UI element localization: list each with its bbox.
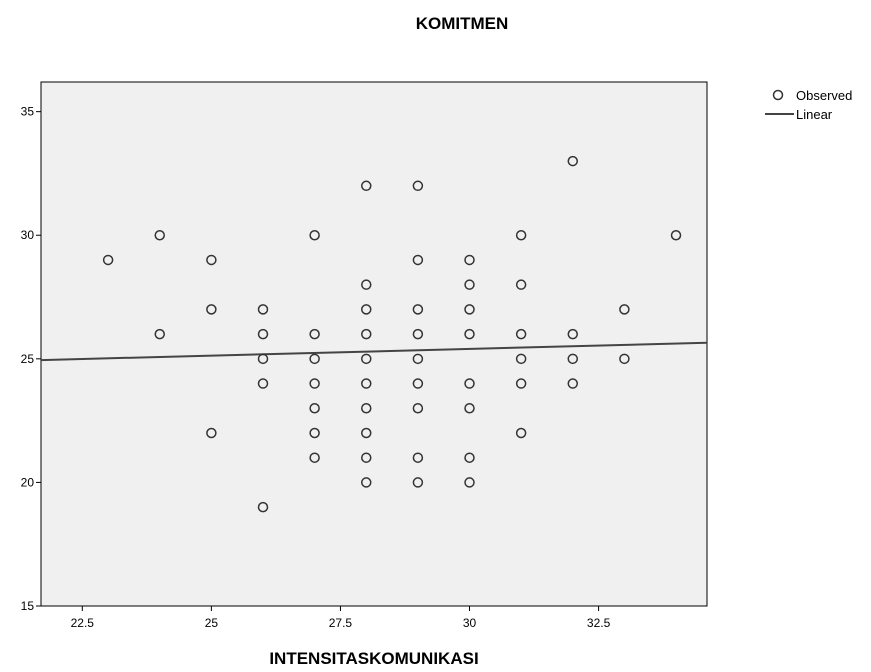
- observed-point: [309, 328, 320, 340]
- observed-point: [515, 378, 527, 389]
- observed-point: [515, 229, 527, 241]
- x-tick-label: 27.5: [329, 616, 353, 630]
- observed-point: [412, 180, 424, 192]
- y-axis: 15 20 25 30 35: [21, 105, 41, 613]
- observed-point: [670, 229, 682, 241]
- observed-point: [567, 378, 579, 389]
- observed-point: [412, 403, 424, 414]
- observed-point: [464, 279, 475, 290]
- observed-point: [257, 304, 269, 315]
- observed-point: [412, 378, 424, 389]
- observed-point: [567, 155, 579, 167]
- linear-fit-layer: [40, 341, 708, 362]
- observed-point: [361, 279, 372, 290]
- observed-point: [412, 304, 424, 315]
- observed-point: [309, 452, 320, 463]
- observed-point: [361, 328, 372, 340]
- observed-point: [361, 477, 372, 488]
- observed-point: [206, 254, 217, 266]
- observed-point: [412, 452, 424, 463]
- observed-point: [567, 353, 579, 365]
- observed-point: [412, 328, 424, 340]
- observed-point: [412, 353, 424, 365]
- chart-title: KOMITMEN: [416, 14, 509, 33]
- legend-linear-label: Linear: [796, 107, 833, 122]
- legend-observed-marker: [772, 89, 784, 101]
- y-tick-label: 25: [21, 352, 35, 366]
- y-tick-label: 35: [21, 105, 35, 119]
- observed-point: [309, 427, 320, 439]
- observed-point: [361, 353, 372, 365]
- observed-point: [464, 254, 475, 266]
- observed-point: [361, 452, 372, 463]
- x-tick-label: 25: [205, 616, 219, 630]
- plot-area: [40, 81, 708, 607]
- observed-point: [464, 403, 475, 414]
- observed-point: [361, 427, 372, 439]
- observed-point: [567, 328, 579, 340]
- observed-point: [257, 378, 269, 389]
- observed-point: [206, 427, 217, 439]
- observed-point: [619, 304, 630, 315]
- observed-point: [464, 304, 475, 315]
- observed-point: [309, 403, 320, 414]
- observed-point: [619, 353, 630, 365]
- y-tick-label: 30: [21, 228, 35, 242]
- observed-point: [464, 378, 475, 389]
- observed-point: [412, 254, 424, 266]
- linear-fit-line: [40, 341, 708, 362]
- observed-point: [361, 403, 372, 414]
- observed-point: [515, 279, 527, 290]
- observed-point: [206, 304, 217, 315]
- observed-point: [464, 328, 475, 340]
- observed-point: [154, 328, 165, 340]
- legend-observed-label: Observed: [796, 88, 852, 103]
- observed-point: [154, 229, 165, 241]
- y-tick-label: 15: [21, 599, 35, 613]
- observed-point: [361, 378, 372, 389]
- observed-point: [515, 427, 527, 439]
- observed-point: [257, 328, 269, 340]
- observed-point: [361, 180, 372, 192]
- observed-point: [464, 477, 475, 488]
- observed-point: [102, 254, 114, 266]
- x-axis-label: INTENSITASKOMUNIKASI: [269, 649, 478, 668]
- observed-point: [515, 328, 527, 340]
- observed-point: [257, 501, 269, 513]
- y-tick-label: 20: [21, 475, 35, 489]
- observed-points-layer: [102, 155, 682, 513]
- observed-point: [464, 452, 475, 463]
- observed-point: [412, 477, 424, 488]
- x-tick-label: 22.5: [71, 616, 95, 630]
- observed-point: [361, 304, 372, 315]
- x-axis: 22.5 25 27.5 30 32.5: [71, 606, 611, 630]
- observed-point: [309, 353, 320, 365]
- observed-point: [515, 353, 527, 365]
- x-tick-label: 32.5: [587, 616, 611, 630]
- legend: Observed Linear: [765, 88, 852, 122]
- x-tick-label: 30: [463, 616, 477, 630]
- observed-point: [257, 353, 269, 365]
- observed-point: [309, 229, 320, 241]
- observed-point: [309, 378, 320, 389]
